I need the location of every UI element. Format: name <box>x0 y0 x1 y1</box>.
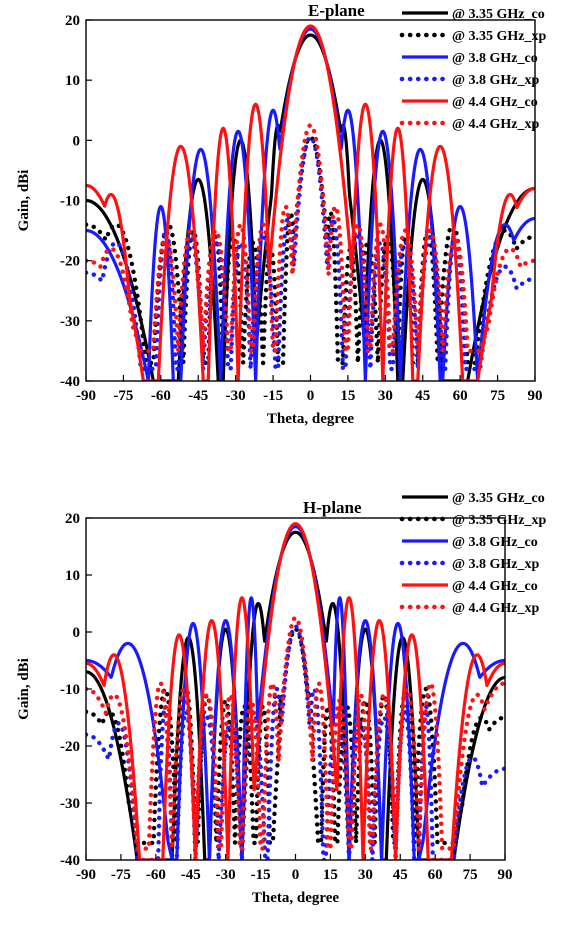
x-tick-label: -15 <box>263 388 283 404</box>
y-tick-label: -10 <box>60 194 80 210</box>
y-tick-label: 20 <box>65 511 80 527</box>
series-line-3-8-ghz-co <box>86 524 505 860</box>
y-tick-label: 0 <box>73 133 81 149</box>
legend: @ 3.35 GHz_co @ 3.35 GHz_xp @ 3.8 GHz_co @ … <box>399 7 547 132</box>
x-tick-label: -15 <box>251 867 271 883</box>
x-tick-label: -90 <box>76 388 96 404</box>
y-tick-label: -30 <box>60 796 80 812</box>
x-tick-label: -60 <box>151 388 171 404</box>
series-line-3-35-ghz-xp <box>86 626 505 846</box>
x-tick-label: 0 <box>307 388 315 404</box>
series-line-3-8-ghz-co <box>86 27 535 381</box>
series-group <box>86 522 505 860</box>
h-plane-chart: -90 -75 -60 -45 -30 -15 0 15 30 45 60 75 90 -40 -30 -20… <box>16 491 547 906</box>
panel-title: E-plane <box>308 1 365 20</box>
series-line-4-4-ghz-xp <box>86 123 535 354</box>
x-tick-label: 45 <box>415 388 430 404</box>
x-tick-label: 60 <box>428 867 443 883</box>
x-tick-label: -75 <box>111 867 131 883</box>
series-line-3-8-ghz-xp <box>86 624 505 860</box>
legend-label-3-35-ghz-co: @ 3.35 GHz_co <box>452 491 545 506</box>
y-tick-label: -20 <box>60 254 80 270</box>
x-tick-label: 60 <box>453 388 468 404</box>
x-tick-label: 0 <box>292 867 300 883</box>
x-tick-label: -45 <box>181 867 201 883</box>
y-axis-label: Gain, dBi <box>16 658 32 720</box>
x-tick-label: 90 <box>528 388 543 404</box>
legend-label-3-8-ghz-co: @ 3.8 GHz_co <box>452 51 538 66</box>
legend-label-3-8-ghz-co: @ 3.8 GHz_co <box>452 535 538 550</box>
x-tick-label: -90 <box>76 867 96 883</box>
series-line-4-4-ghz-co <box>86 522 505 860</box>
series-line-3-35-ghz-co <box>86 530 505 860</box>
y-tick-label: -40 <box>60 374 80 390</box>
x-tick-label: -30 <box>226 388 246 404</box>
x-tick-label: -30 <box>216 867 236 883</box>
legend-label-4-4-ghz-xp: @ 4.4 GHz_xp <box>452 601 540 616</box>
series-line-3-35-ghz-co <box>86 33 535 381</box>
x-tick-label: 30 <box>378 388 393 404</box>
x-tick-label: 15 <box>323 867 338 883</box>
x-tick-label: 75 <box>463 867 478 883</box>
x-axis-label: Theta, degree <box>252 890 340 906</box>
x-tick-label: 45 <box>393 867 408 883</box>
y-tick-label: -10 <box>60 682 80 698</box>
panel-title: H-plane <box>303 498 362 517</box>
legend-label-3-8-ghz-xp: @ 3.8 GHz_xp <box>452 73 540 88</box>
legend-label-3-35-ghz-xp: @ 3.35 GHz_xp <box>452 29 547 44</box>
x-tick-label: -45 <box>188 388 208 404</box>
legend-label-3-35-ghz-xp: @ 3.35 GHz_xp <box>452 513 547 528</box>
x-axis-label: Theta, degree <box>267 411 355 427</box>
legend-label-3-8-ghz-xp: @ 3.8 GHz_xp <box>452 557 540 572</box>
x-tick-label: 15 <box>340 388 355 404</box>
e-plane-chart: -90 -75 -60 -45 -30 -15 0 15 30 45 60 75 90 -40 -30 -20… <box>16 1 547 427</box>
x-tick-label: -60 <box>146 867 166 883</box>
legend-label-4-4-ghz-co: @ 4.4 GHz_co <box>452 95 538 110</box>
x-tick-label: -75 <box>113 388 133 404</box>
y-tick-label: 20 <box>65 13 80 29</box>
y-tick-label: 10 <box>65 73 80 89</box>
x-tick-label: 30 <box>358 867 373 883</box>
x-tick-label: 75 <box>490 388 505 404</box>
legend: @ 3.35 GHz_co @ 3.35 GHz_xp @ 3.8 GHz_co @ … <box>399 491 547 616</box>
series-group <box>86 24 535 381</box>
y-tick-label: -20 <box>60 739 80 755</box>
legend-label-4-4-ghz-co: @ 4.4 GHz_co <box>452 579 538 594</box>
series-line-4-4-ghz-xp <box>86 615 505 851</box>
y-tick-label: 0 <box>73 625 81 641</box>
y-tick-label: 10 <box>65 568 80 584</box>
x-tick-label: 90 <box>498 867 513 883</box>
legend-label-3-35-ghz-co: @ 3.35 GHz_co <box>452 7 545 22</box>
legend-label-4-4-ghz-xp: @ 4.4 GHz_xp <box>452 117 540 132</box>
y-tick-label: -40 <box>60 853 80 869</box>
y-tick-label: -30 <box>60 314 80 330</box>
series-line-4-4-ghz-co <box>86 24 535 381</box>
y-axis-label: Gain, dBi <box>16 170 32 232</box>
